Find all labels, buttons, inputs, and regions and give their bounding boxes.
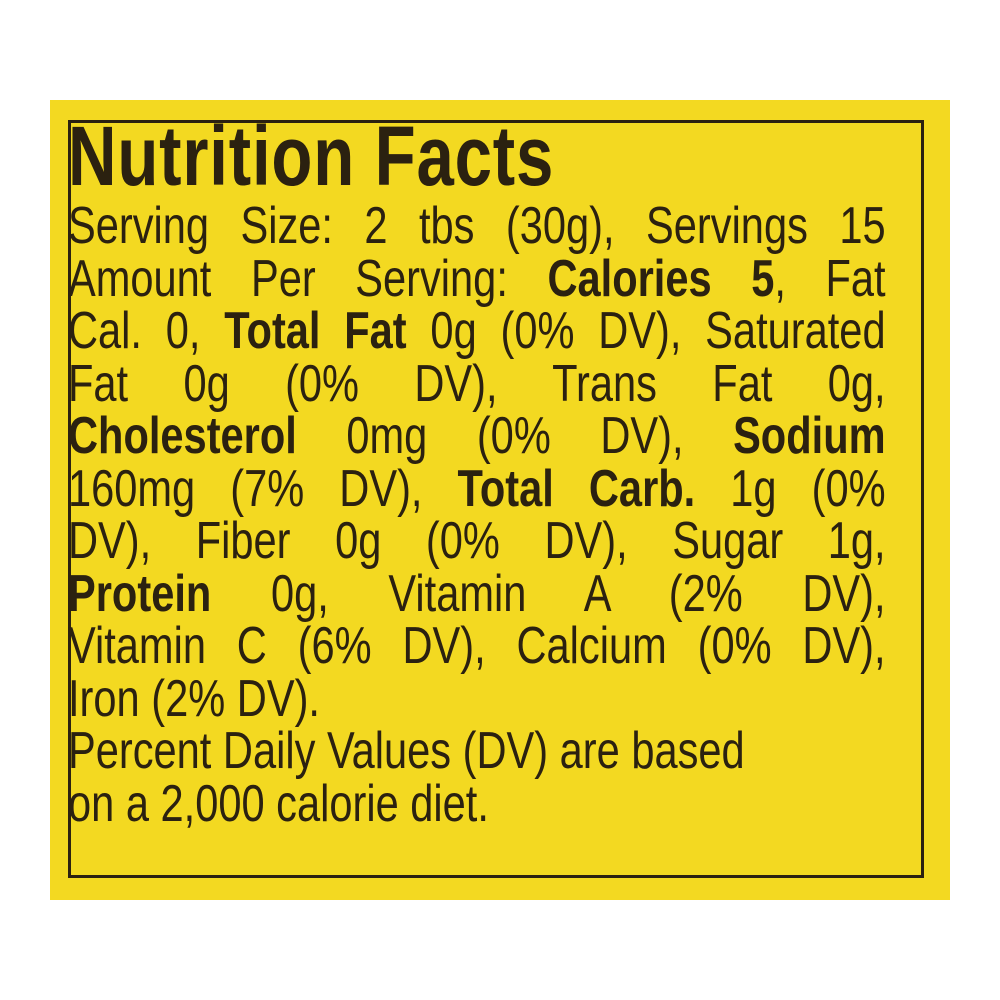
label-text: Cal. 0, [68, 302, 225, 360]
label-border [68, 120, 924, 878]
label-text: 1g (0% [695, 459, 886, 518]
label-text: Serving Size: 2 tbs (30g), Servings 15 [68, 197, 886, 255]
nutrient-name: Total Fat [224, 302, 407, 360]
label-text: , Fat [774, 249, 886, 308]
label-text: 160mg (7% DV), [68, 459, 458, 518]
label-line: Vitamin C (6% DV), Calcium (0% DV), [68, 620, 886, 673]
label-line: Serving Size: 2 tbs (30g), Servings 15 [68, 200, 886, 253]
label-line: on a 2,000 calorie diet. [68, 774, 886, 833]
label-text: on a 2,000 calorie diet. [68, 774, 489, 833]
label-text: Amount Per Serving: [68, 249, 548, 308]
label-line: DV), Fiber 0g (0% DV), Sugar 1g, [68, 515, 886, 568]
label-text: Fat 0g (0% DV), Trans Fat 0g, [68, 354, 886, 413]
label-line: Protein 0g, Vitamin A (2% DV), [68, 564, 886, 623]
label-line: Iron (2% DV). [68, 669, 886, 728]
label-line: Fat 0g (0% DV), Trans Fat 0g, [68, 354, 886, 413]
label-title: Nutrition Facts [68, 109, 555, 203]
label-text: Percent Daily Values (DV) are based [68, 722, 745, 780]
nutrient-name: Calories 5 [547, 249, 775, 308]
nutrient-name: Protein [68, 564, 212, 623]
nutrient-name: Sodium [733, 407, 886, 465]
label-text: 0g (0% DV), Saturated [406, 302, 886, 360]
label-text: 0g, Vitamin A (2% DV), [211, 564, 886, 623]
label-line: Amount Per Serving: Calories 5, Fat [68, 249, 886, 308]
label-line: 160mg (7% DV), Total Carb. 1g (0% [68, 459, 886, 518]
label-text: 0mg (0% DV), [296, 407, 734, 465]
label-text: Iron (2% DV). [68, 669, 320, 728]
nutrition-label-panel: Nutrition Facts Serving Size: 2 tbs (30g… [50, 100, 950, 900]
label-text: DV), Fiber 0g (0% DV), Sugar 1g, [68, 512, 886, 570]
label-line: Cholesterol 0mg (0% DV), Sodium [68, 410, 886, 463]
nutrient-name: Total Carb. [457, 459, 696, 518]
nutrient-name: Cholesterol [68, 407, 297, 465]
label-line: Cal. 0, Total Fat 0g (0% DV), Saturated [68, 305, 886, 358]
label-text: Vitamin C (6% DV), Calcium (0% DV), [68, 617, 886, 675]
label-content: Nutrition Facts Serving Size: 2 tbs (30g… [68, 114, 886, 830]
label-line: Percent Daily Values (DV) are based [68, 725, 886, 778]
